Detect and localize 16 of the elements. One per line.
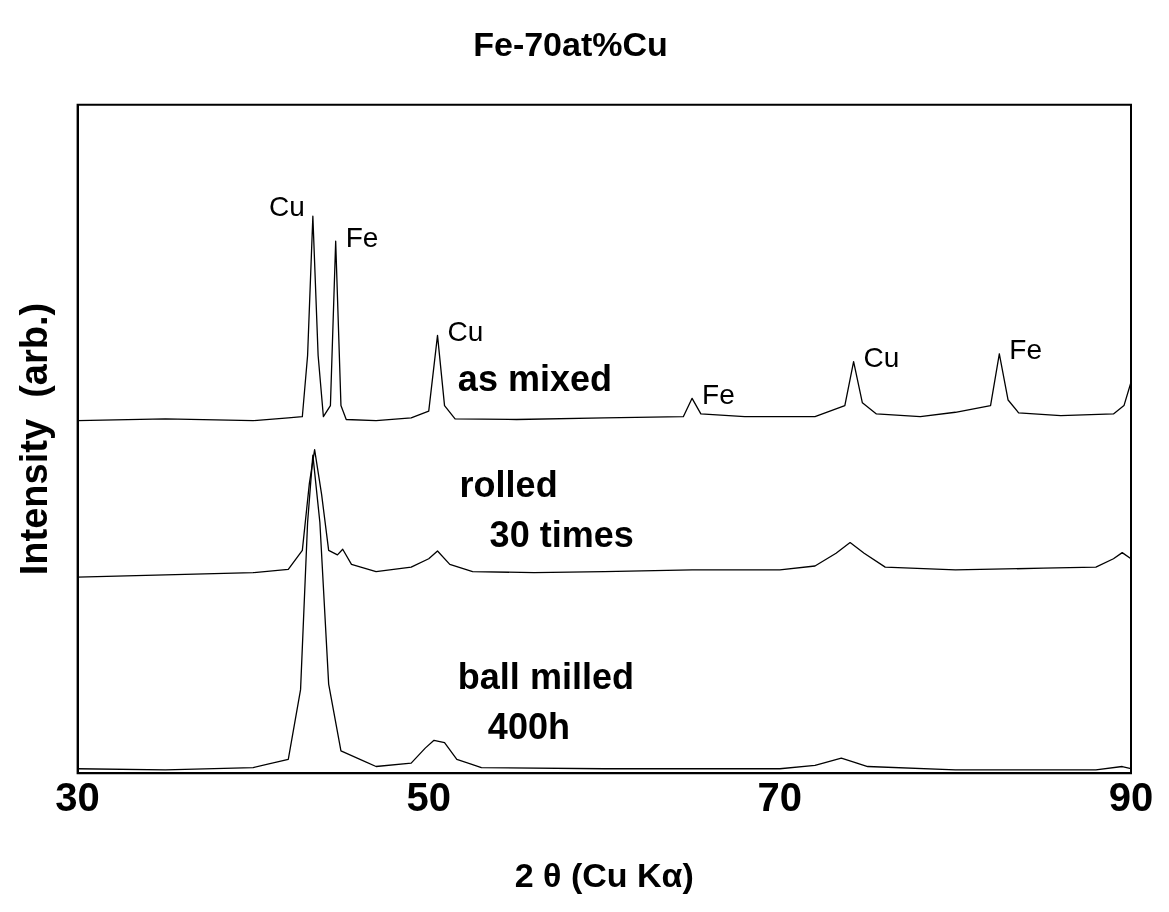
x-tick-label: 30 <box>55 775 100 820</box>
series-label: rolled 30 times <box>459 464 634 556</box>
annotation: Fe <box>345 221 379 253</box>
annotation: Cu <box>863 342 900 374</box>
x-tick-label: 90 <box>1108 775 1154 820</box>
y-axis-title: Intensity (arb.) <box>13 302 56 576</box>
x-tick-label: 50 <box>406 775 451 820</box>
x-tick-label: 70 <box>757 775 803 820</box>
series-label: ball milled 400h <box>457 655 634 747</box>
x-axis-title: 2 θ (Cu Kα) <box>514 855 694 894</box>
annotation: Cu <box>269 190 305 222</box>
chart-title: Fe-70at%Cu <box>473 24 668 63</box>
annotation: Fe <box>1009 334 1043 366</box>
annotation: Fe <box>702 379 735 411</box>
series-label: as mixed <box>457 357 612 399</box>
annotation: Cu <box>447 316 484 348</box>
